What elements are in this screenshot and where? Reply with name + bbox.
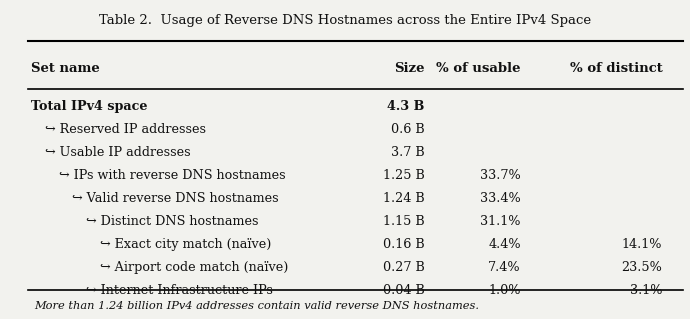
Text: Set name: Set name: [31, 62, 100, 75]
Text: 1.25 B: 1.25 B: [382, 169, 424, 182]
Text: ↪ Usable IP addresses: ↪ Usable IP addresses: [45, 146, 190, 159]
Text: ↪ IPs with reverse DNS hostnames: ↪ IPs with reverse DNS hostnames: [59, 169, 285, 182]
Text: 0.04 B: 0.04 B: [382, 284, 424, 297]
Text: 33.4%: 33.4%: [480, 192, 521, 205]
Text: 0.6 B: 0.6 B: [391, 123, 424, 136]
Text: 3.7 B: 3.7 B: [391, 146, 424, 159]
Text: 1.15 B: 1.15 B: [383, 215, 424, 228]
Text: 4.4%: 4.4%: [489, 238, 521, 251]
Text: More than 1.24 billion IPv4 addresses contain valid reverse DNS hostnames.: More than 1.24 billion IPv4 addresses co…: [34, 300, 480, 311]
Text: 14.1%: 14.1%: [622, 238, 662, 251]
Text: 7.4%: 7.4%: [489, 261, 521, 274]
Text: Size: Size: [394, 62, 424, 75]
Text: 3.1%: 3.1%: [630, 284, 662, 297]
Text: ↪ Exact city match (naïve): ↪ Exact city match (naïve): [100, 238, 271, 251]
Text: Table 2.  Usage of Reverse DNS Hostnames across the Entire IPv4 Space: Table 2. Usage of Reverse DNS Hostnames …: [99, 14, 591, 27]
Text: ↪ Distinct DNS hostnames: ↪ Distinct DNS hostnames: [86, 215, 259, 228]
Text: 23.5%: 23.5%: [622, 261, 662, 274]
Text: 31.1%: 31.1%: [480, 215, 521, 228]
Text: 4.3 B: 4.3 B: [387, 100, 424, 113]
Text: ↪ Internet Infrastructure IPs: ↪ Internet Infrastructure IPs: [86, 284, 273, 297]
Text: % of distinct: % of distinct: [570, 62, 662, 75]
Text: 33.7%: 33.7%: [480, 169, 521, 182]
Text: 0.27 B: 0.27 B: [382, 261, 424, 274]
Text: 1.0%: 1.0%: [489, 284, 521, 297]
Text: Total IPv4 space: Total IPv4 space: [31, 100, 148, 113]
Text: 1.24 B: 1.24 B: [383, 192, 424, 205]
Text: ↪ Valid reverse DNS hostnames: ↪ Valid reverse DNS hostnames: [72, 192, 279, 205]
Text: 0.16 B: 0.16 B: [383, 238, 424, 251]
Text: % of usable: % of usable: [437, 62, 521, 75]
Text: ↪ Reserved IP addresses: ↪ Reserved IP addresses: [45, 123, 206, 136]
Text: ↪ Airport code match (naïve): ↪ Airport code match (naïve): [100, 261, 288, 274]
